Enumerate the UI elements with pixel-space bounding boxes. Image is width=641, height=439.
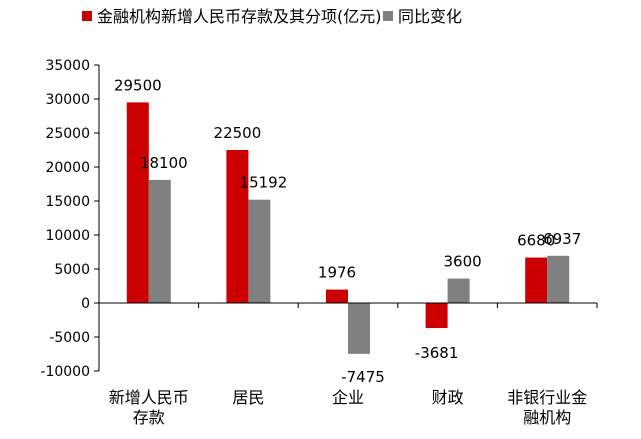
legend-label-1: 同比变化 [398, 7, 462, 26]
data-label-s1-c0: 18100 [140, 154, 188, 172]
data-label-s1-c3: 3600 [444, 253, 482, 271]
y-tick-label-3: 5000 [54, 262, 90, 278]
y-tick-label-9: 35000 [45, 58, 90, 74]
bar-s0-c2 [326, 289, 348, 303]
bar-s1-c0 [148, 179, 171, 303]
category-label-0-0: 新增人民币 [109, 388, 189, 407]
bar-s1-c1 [248, 199, 271, 303]
category-label-0-1: 存款 [133, 408, 165, 427]
bar-s0-c3 [425, 303, 448, 329]
category-label-4-0: 非银行业金 [507, 388, 587, 407]
y-tick-label-2: 0 [81, 296, 90, 312]
y-tick-label-4: 10000 [45, 228, 90, 244]
y-tick-label-5: 15000 [45, 194, 90, 210]
y-tick-label-1: -5000 [49, 330, 90, 346]
data-labels: 29500 22500 1976 -3681 6680 18100 15192 -7475 36… [114, 76, 581, 385]
data-label-s1-c2: -7475 [341, 368, 385, 386]
data-label-s0-c2: 1976 [318, 264, 356, 282]
category-label-3-0: 财政 [432, 388, 464, 407]
category-label-2-0: 企业 [332, 388, 364, 407]
data-label-s0-c0: 29500 [114, 76, 162, 94]
data-label-s0-c1: 22500 [214, 124, 262, 142]
legend: 金融机构新增人民币存款及其分项(亿元) 同比变化 [82, 7, 462, 26]
bar-s0-c0 [126, 102, 149, 304]
data-label-s1-c4: 6937 [543, 230, 581, 248]
bars [126, 102, 570, 354]
legend-swatch-1 [383, 11, 393, 21]
bar-s0-c1 [226, 150, 249, 303]
bar-s1-c2 [348, 303, 370, 354]
data-label-s0-c3: -3681 [415, 344, 459, 362]
y-tick-label-7: 25000 [45, 126, 90, 142]
legend-label-0: 金融机构新增人民币存款及其分项(亿元) [97, 7, 382, 26]
y-tick-label-6: 20000 [45, 160, 90, 176]
y-axis: -10000 -5000 0 5000 10000 15000 20000 25000 3000… [40, 58, 100, 380]
category-label-4-1: 融机构 [523, 408, 571, 427]
data-label-s1-c1: 15192 [240, 174, 288, 192]
bar-s1-c3 [447, 278, 470, 303]
legend-swatch-0 [82, 11, 92, 21]
category-label-1-0: 居民 [232, 388, 264, 407]
y-tick-label-8: 30000 [45, 92, 90, 108]
bar-s1-c4 [547, 255, 570, 303]
y-tick-label-0: -10000 [40, 364, 90, 380]
bar-s0-c4 [525, 257, 548, 303]
data-label-s0-c4: 6680 [517, 232, 555, 250]
